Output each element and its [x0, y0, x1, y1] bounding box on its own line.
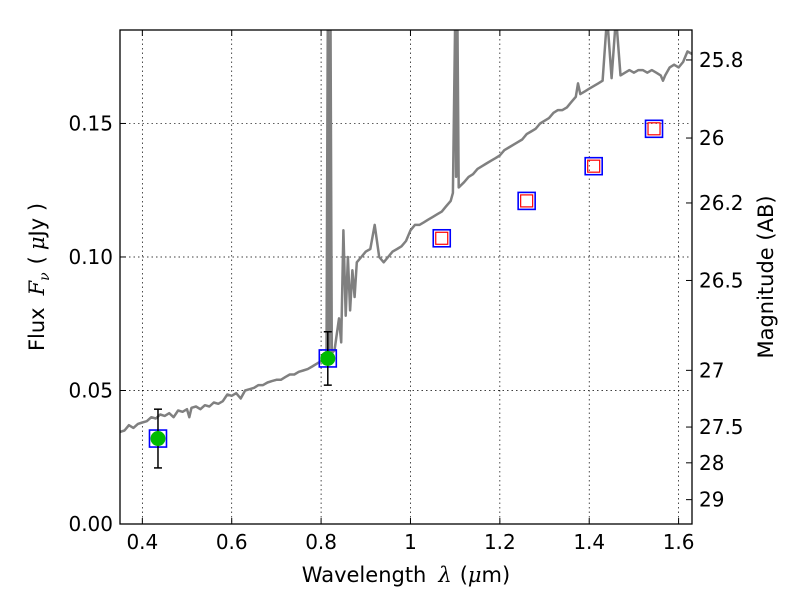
blue-square-marker	[432, 228, 452, 248]
y2-tick-label: 27.5	[699, 415, 744, 439]
photometry-point	[320, 350, 336, 366]
y-tick-label: 0.00	[68, 512, 113, 536]
axis-ticks: 0.4 0.6 0.8 1 1.2 1.4 1.6 0.00 0.05 0.10 0.15 25.8 2…	[68, 30, 744, 554]
x-tick-label: 1.6	[663, 530, 695, 554]
y2-axis-label: Magnitude (AB)	[754, 195, 778, 358]
x-tick-label: 1.2	[484, 530, 516, 554]
blue-square-marker	[517, 191, 536, 211]
plot-series	[120, 30, 692, 469]
red-square-marker	[647, 122, 661, 136]
x-tick-label: 0.4	[126, 530, 158, 554]
x-tick-label: 0.8	[305, 530, 337, 554]
y-tick-label: 0.05	[68, 378, 113, 402]
x-tick-label: 1.4	[573, 530, 605, 554]
x-tick-label: 0.6	[216, 530, 248, 554]
y2-tick-label: 26	[699, 126, 724, 150]
blue-square-marker	[584, 156, 603, 176]
y2-tick-label: 28	[699, 451, 724, 475]
red-square-marker	[520, 194, 534, 208]
y2-tick-label: 25.8	[699, 48, 744, 72]
blue-square-marker	[644, 119, 664, 139]
y-tick-label: 0.10	[68, 245, 113, 269]
y2-tick-label: 26.5	[699, 268, 744, 292]
plot-frame	[119, 29, 693, 525]
grid-lines	[120, 30, 692, 525]
red-square-marker	[435, 231, 449, 245]
y2-tick-label: 27	[699, 358, 724, 382]
y-axis-label: FluxFν(μJy )	[25, 203, 53, 351]
x-tick-label: 1	[404, 530, 417, 554]
photometry-point	[150, 431, 166, 447]
y-tick-label: 0.15	[68, 111, 113, 135]
y2-tick-label: 29	[699, 488, 724, 512]
red-square-marker	[587, 159, 601, 173]
y2-tick-label: 26.2	[699, 191, 744, 215]
spectrum-line	[120, 30, 692, 434]
x-axis-label: Wavelength λ (μm)	[302, 563, 510, 587]
